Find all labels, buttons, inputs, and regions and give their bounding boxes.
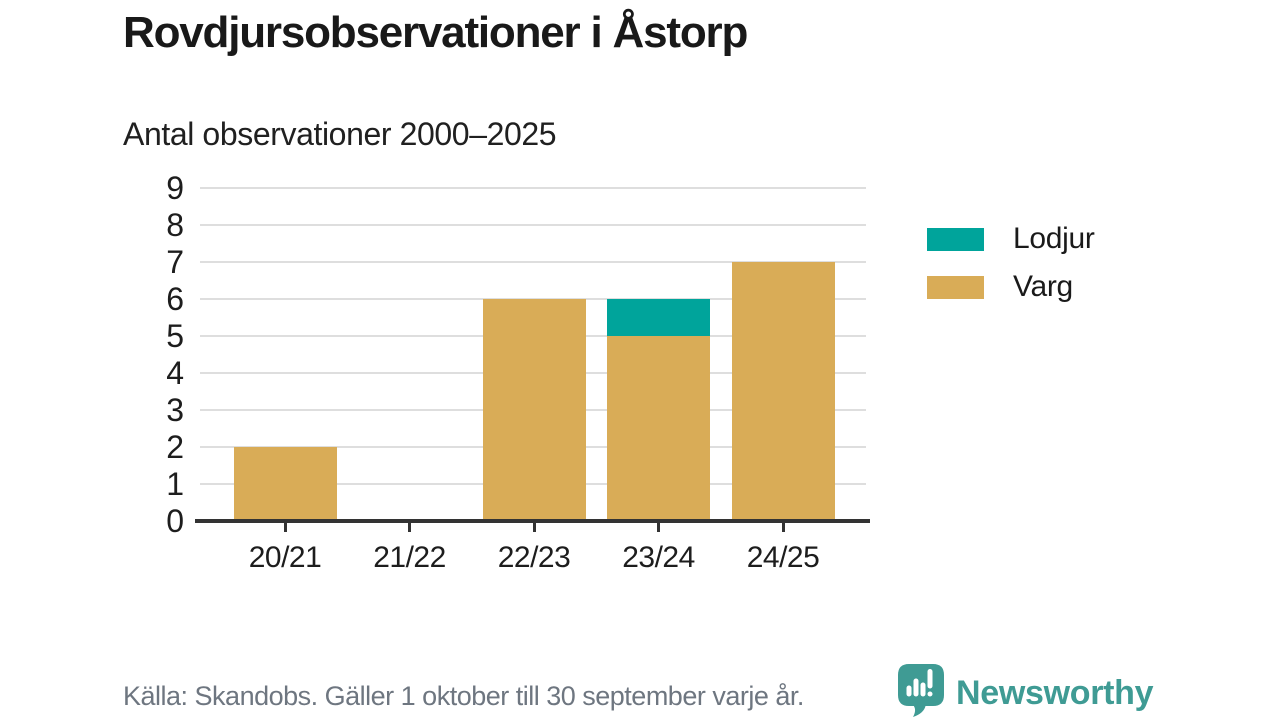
legend-swatch-lodjur	[927, 227, 984, 251]
legend-item-lodjur: Lodjur	[927, 222, 1095, 256]
legend-swatch-varg	[927, 275, 984, 299]
newsworthy-wordmark: Newsworthy	[956, 674, 1154, 712]
gridline	[200, 261, 866, 263]
x-axis-label: 23/24	[622, 541, 695, 574]
bar-segment-varg-24-25	[731, 262, 835, 521]
y-axis-label: 4	[166, 355, 184, 391]
x-axis-tick	[532, 523, 536, 532]
x-axis-tick	[781, 523, 785, 532]
x-axis-label: 22/23	[497, 541, 571, 574]
page-title: Rovdjursobservationer i Åstorp	[123, 8, 748, 57]
bar-segment-varg-23-24	[607, 336, 710, 521]
chart-subtitle: Antal observationer 2000–2025	[123, 116, 557, 152]
gridline	[200, 224, 866, 226]
y-axis-label: 1	[166, 466, 184, 502]
y-axis-label: 9	[166, 170, 184, 206]
x-axis-label: 20/21	[248, 541, 322, 574]
y-axis-label: 5	[166, 318, 184, 354]
x-axis-tick	[657, 523, 660, 532]
plot-area: 0 1 2 3 4 5 6 7 8 9 20/21 21/22 22/23 23/24 24/25	[166, 171, 870, 574]
gridline	[200, 187, 866, 189]
y-axis-label: 3	[166, 392, 184, 428]
x-axis-line	[195, 519, 870, 523]
legend: Lodjur Varg	[927, 222, 1095, 304]
y-axis-label: 0	[166, 503, 184, 539]
y-axis-label: 8	[166, 207, 184, 243]
y-axis-label: 2	[166, 429, 184, 465]
newsworthy-logo-icon	[897, 664, 945, 720]
source-note: Källa: Skandobs. Gäller 1 oktober till 3…	[123, 681, 804, 711]
bar-segment-varg-20-21	[233, 447, 337, 521]
y-axis-label: 6	[166, 281, 184, 317]
x-axis-tick	[408, 523, 411, 532]
x-axis-tick	[283, 523, 287, 532]
y-axis-label: 7	[166, 244, 184, 280]
bar-segment-varg-22-23	[482, 299, 586, 521]
bar-segment-lodjur-23-24	[607, 299, 710, 336]
newsworthy-logo[interactable]: Newsworthy	[897, 664, 1154, 720]
x-axis-label: 21/22	[373, 541, 446, 574]
legend-label-lodjur: Lodjur	[1013, 222, 1095, 255]
legend-item-varg: Varg	[927, 270, 1095, 304]
legend-label-varg: Varg	[1013, 270, 1073, 303]
x-axis-label: 24/25	[746, 541, 820, 574]
